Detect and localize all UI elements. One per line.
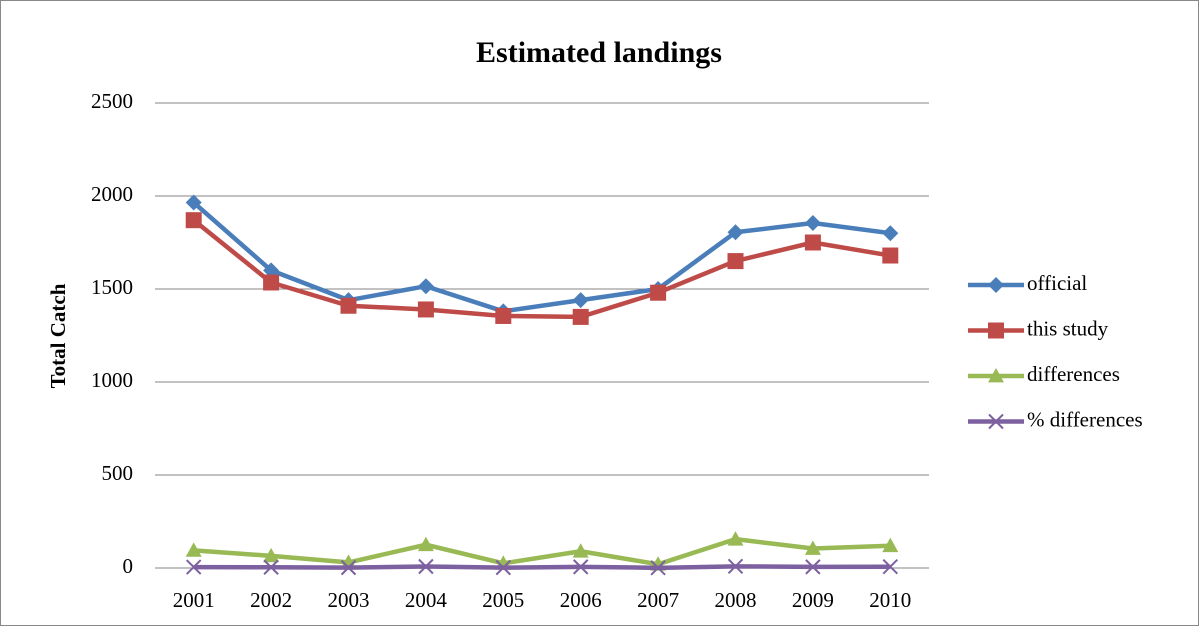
y-axis-label: Total Catch [46, 283, 70, 388]
data-point [572, 292, 589, 309]
legend-marker [988, 413, 1004, 430]
x-tick-label: 2007 [637, 588, 679, 612]
x-tick-label: 2009 [792, 588, 834, 612]
data-point [340, 559, 357, 576]
data-point [804, 234, 821, 251]
legend-label: this study [1027, 316, 1109, 340]
legend-marker [988, 322, 1004, 339]
x-tick-label: 2002 [250, 588, 292, 612]
data-point [340, 297, 357, 314]
y-tick-label: 2000 [91, 182, 133, 206]
data-point [882, 225, 899, 242]
data-point [417, 278, 434, 295]
series-line [193, 564, 891, 571]
data-point [572, 559, 589, 575]
chart-title: Estimated landings [476, 36, 722, 69]
data-point [263, 559, 279, 575]
data-point [185, 194, 202, 211]
data-point [572, 543, 589, 558]
data-point [727, 253, 744, 270]
data-point [185, 542, 202, 557]
y-tick-label: 1500 [91, 275, 133, 299]
data-point [805, 559, 821, 575]
x-tick-label: 2003 [328, 588, 370, 612]
data-point [263, 547, 280, 563]
data-point [495, 559, 512, 576]
data-point [417, 536, 434, 552]
data-point [882, 558, 899, 575]
y-tick-label: 1000 [91, 368, 133, 392]
series-line [193, 536, 891, 567]
data-point [572, 308, 589, 325]
legend-label: % differences [1027, 407, 1143, 431]
x-tick-label: 2005 [482, 588, 524, 612]
y-tick-label: 500 [102, 461, 134, 485]
data-point [263, 262, 280, 279]
data-point [418, 558, 434, 575]
data-point [804, 540, 821, 555]
x-tick-label: 2004 [405, 588, 448, 612]
data-point [650, 560, 666, 576]
x-tick-label: 2001 [173, 588, 215, 612]
y-tick-label: 2500 [91, 89, 133, 113]
data-point [495, 307, 512, 324]
data-point [727, 224, 744, 241]
data-point [185, 559, 202, 575]
data-point [804, 214, 821, 231]
data-point [185, 212, 202, 229]
data-point [882, 537, 899, 553]
legend-label: official [1027, 271, 1087, 295]
data-point [727, 558, 744, 575]
data-point [882, 247, 899, 264]
x-tick-label: 2006 [560, 588, 602, 612]
legend-label: differences [1027, 362, 1120, 386]
data-point [417, 301, 434, 318]
series-line [192, 200, 891, 314]
series-line [192, 218, 891, 320]
legend-marker [988, 277, 1004, 293]
legend-marker [988, 368, 1004, 383]
data-point [650, 284, 667, 301]
y-tick-label: 0 [123, 554, 134, 578]
data-point [340, 554, 357, 569]
data-point [727, 531, 744, 546]
data-point [263, 274, 280, 291]
x-tick-label: 2010 [869, 588, 911, 612]
x-tick-label: 2008 [715, 588, 757, 612]
